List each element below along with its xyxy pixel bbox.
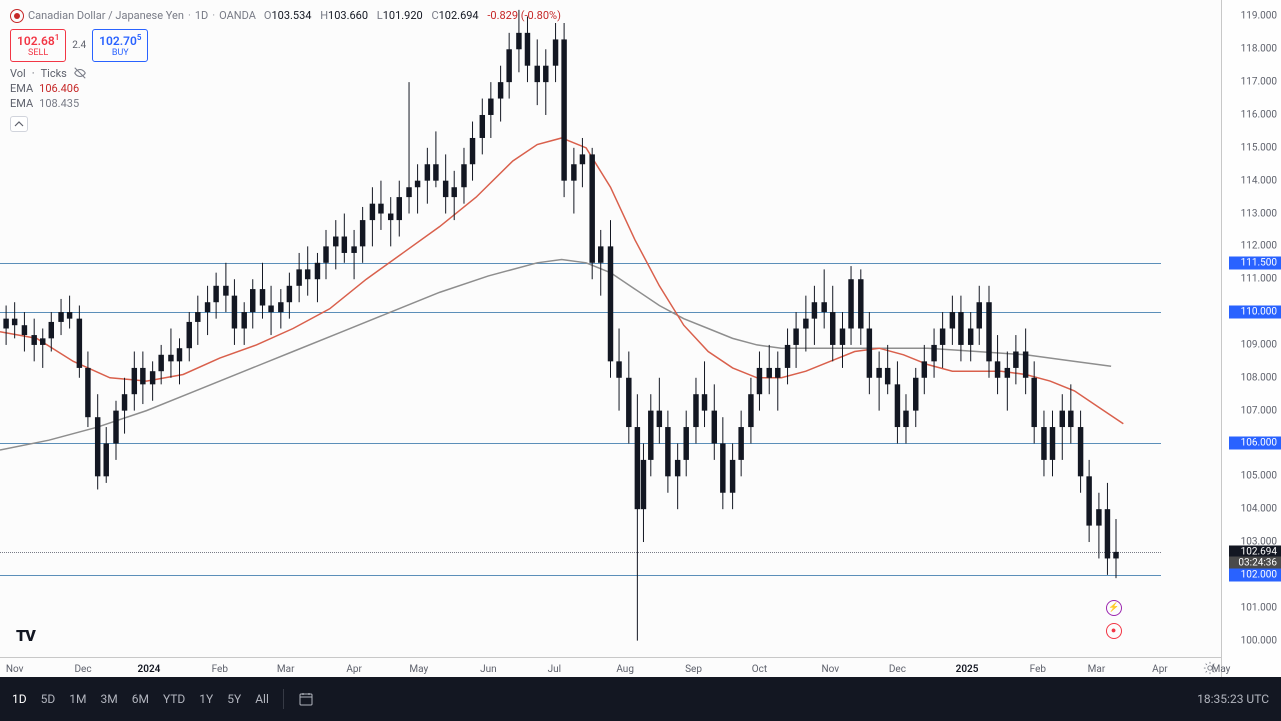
- y-tick: 101.000: [1241, 602, 1277, 613]
- x-tick: Dec: [889, 664, 906, 675]
- calendar-icon[interactable]: [298, 691, 314, 707]
- x-tick: Dec: [74, 664, 91, 675]
- timeframe-all[interactable]: All: [255, 692, 269, 706]
- y-tick: 107.000: [1241, 405, 1277, 416]
- y-tick: 104.000: [1241, 504, 1277, 515]
- x-tick: Mar: [277, 664, 295, 675]
- chart-area[interactable]: ⚡● 100.000101.000102.000103.000104.00010…: [0, 0, 1281, 677]
- timeframe-5y[interactable]: 5Y: [227, 692, 241, 706]
- y-tick: 108.000: [1241, 372, 1277, 383]
- timeframe-1m[interactable]: 1M: [69, 692, 86, 706]
- x-tick: Jun: [480, 664, 497, 675]
- x-tick: Aug: [616, 664, 634, 675]
- y-tick: 116.000: [1241, 109, 1277, 120]
- x-tick: May: [409, 664, 428, 675]
- x-tick: Sep: [685, 664, 702, 675]
- y-tick: 113.000: [1241, 208, 1277, 219]
- timeframe-3m[interactable]: 3M: [100, 692, 117, 706]
- timeframe-ytd[interactable]: YTD: [163, 692, 185, 706]
- clock-readout: 18:35:23 UTC: [1197, 692, 1269, 706]
- y-axis-marker: 102.000: [1229, 568, 1281, 581]
- x-tick: Feb: [1030, 664, 1046, 675]
- event-marker-icon[interactable]: ⚡: [1106, 600, 1122, 616]
- y-axis-marker: 111.500: [1229, 256, 1281, 269]
- x-tick: 2025: [956, 664, 979, 675]
- y-axis-marker: 110.000: [1229, 306, 1281, 319]
- timeframe-6m[interactable]: 6M: [132, 692, 149, 706]
- x-tick: Nov: [6, 664, 24, 675]
- timeframe-1d[interactable]: 1D: [12, 692, 27, 706]
- y-tick: 111.000: [1241, 274, 1277, 285]
- footer-bar: 1D 5D 1M 3M 6M YTD 1Y 5Y All 18:35:23 UTC: [0, 677, 1281, 721]
- y-tick: 112.000: [1241, 241, 1277, 252]
- x-tick: 2024: [138, 664, 161, 675]
- timeframe-1y[interactable]: 1Y: [199, 692, 213, 706]
- x-tick: Apr: [1152, 664, 1168, 675]
- y-tick: 117.000: [1241, 77, 1277, 88]
- tradingview-logo[interactable]: TV: [16, 626, 35, 645]
- y-tick: 115.000: [1241, 142, 1277, 153]
- chart-canvas[interactable]: ⚡●: [0, 0, 1221, 657]
- x-tick: May: [1212, 664, 1231, 675]
- x-tick: Mar: [1088, 664, 1106, 675]
- time-axis[interactable]: Nov Dec 2024 Feb Mar Apr May Jun Jul Aug Sep Oct Nov…: [0, 657, 1221, 677]
- x-tick: Nov: [821, 664, 839, 675]
- y-tick: 109.000: [1241, 339, 1277, 350]
- x-tick: Feb: [212, 664, 228, 675]
- y-tick: 105.000: [1241, 471, 1277, 482]
- timeframe-5d[interactable]: 5D: [41, 692, 56, 706]
- x-tick: Oct: [752, 664, 767, 675]
- y-tick: 118.000: [1241, 44, 1277, 55]
- price-axis[interactable]: 100.000101.000102.000103.000104.000105.0…: [1221, 0, 1281, 677]
- vertical-divider: [283, 689, 284, 709]
- event-marker-icon[interactable]: ●: [1106, 623, 1122, 639]
- y-tick: 114.000: [1241, 175, 1277, 186]
- x-tick: Apr: [346, 664, 362, 675]
- y-axis-marker: 106.000: [1229, 437, 1281, 450]
- y-tick: 119.000: [1241, 11, 1277, 22]
- x-tick: Jul: [548, 664, 561, 675]
- y-tick: 100.000: [1241, 635, 1277, 646]
